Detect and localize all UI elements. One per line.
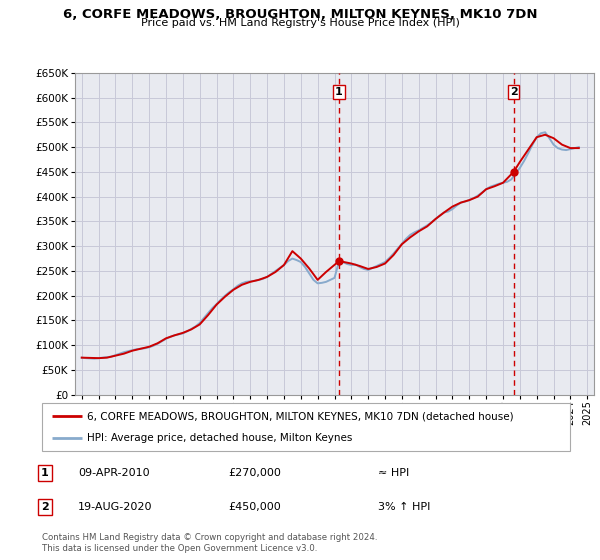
Text: 19-AUG-2020: 19-AUG-2020 [78,502,152,512]
Text: Price paid vs. HM Land Registry's House Price Index (HPI): Price paid vs. HM Land Registry's House … [140,18,460,29]
Text: £450,000: £450,000 [228,502,281,512]
Text: 3% ↑ HPI: 3% ↑ HPI [378,502,430,512]
Text: 1: 1 [335,87,343,97]
Text: HPI: Average price, detached house, Milton Keynes: HPI: Average price, detached house, Milt… [87,433,352,443]
Text: 09-APR-2010: 09-APR-2010 [78,468,149,478]
Text: 6, CORFE MEADOWS, BROUGHTON, MILTON KEYNES, MK10 7DN (detached house): 6, CORFE MEADOWS, BROUGHTON, MILTON KEYN… [87,411,514,421]
Text: £270,000: £270,000 [228,468,281,478]
Text: Contains HM Land Registry data © Crown copyright and database right 2024.
This d: Contains HM Land Registry data © Crown c… [42,533,377,553]
Text: ≈ HPI: ≈ HPI [378,468,409,478]
Text: 1: 1 [41,468,49,478]
Text: 6, CORFE MEADOWS, BROUGHTON, MILTON KEYNES, MK10 7DN: 6, CORFE MEADOWS, BROUGHTON, MILTON KEYN… [63,8,537,21]
Text: 2: 2 [510,87,517,97]
Text: 2: 2 [41,502,49,512]
